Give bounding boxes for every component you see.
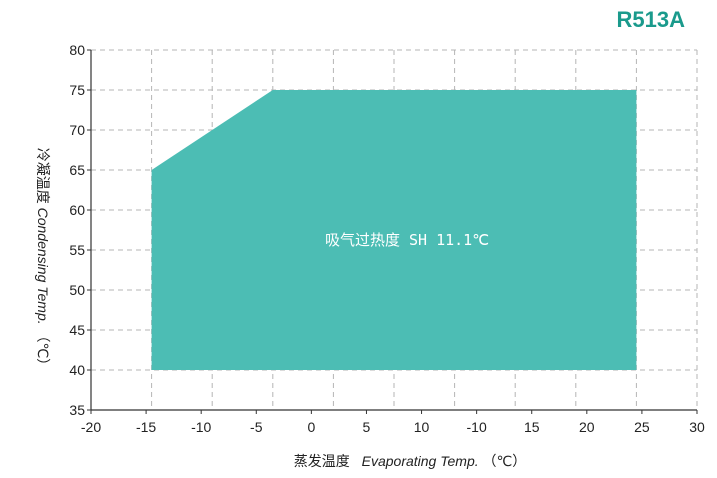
y-tick-label: 75: [69, 82, 85, 98]
x-axis-title-cn: 蒸发温度: [294, 453, 350, 469]
y-tick-label: 70: [69, 122, 85, 138]
x-tick-label: 15: [524, 419, 540, 435]
y-axis-title-cn: 冷凝温度: [35, 148, 51, 204]
y-axis-title-en: Condensing Temp.: [35, 208, 51, 325]
x-tick-label: -10: [467, 419, 487, 435]
x-tick-label: 10: [414, 419, 430, 435]
x-tick-labels: -20 -15 -10 -5 0 5 10 -10 15 20 25 30: [81, 410, 705, 435]
y-axis-title-unit: （℃）: [35, 329, 51, 373]
y-tick-label: 50: [69, 282, 85, 298]
x-tick-label: 5: [363, 419, 371, 435]
y-tick-label: 45: [69, 322, 85, 338]
x-tick-label: -15: [136, 419, 156, 435]
axes: [90, 50, 697, 411]
x-tick-label: 0: [307, 419, 315, 435]
x-tick-label: 30: [689, 419, 705, 435]
x-axis-title-unit: （℃）: [483, 453, 527, 469]
x-tick-label: 20: [579, 419, 595, 435]
x-tick-label: 25: [634, 419, 650, 435]
x-axis-title-en: Evaporating Temp.: [362, 453, 479, 469]
y-axis-title: 冷凝温度 Condensing Temp. （℃）: [35, 148, 51, 373]
envelope-layer: [151, 90, 637, 370]
y-tick-label: 55: [69, 242, 85, 258]
x-tick-label: -5: [250, 419, 263, 435]
y-tick-labels: 35 40 45 50 55 60 65 70 75 80: [69, 42, 91, 418]
refrigerant-title: R513A: [617, 7, 686, 32]
x-tick-label: -10: [191, 419, 211, 435]
y-tick-label: 40: [69, 362, 85, 378]
x-axis-title: 蒸发温度 Evaporating Temp. （℃）: [294, 453, 527, 469]
y-tick-label: 60: [69, 202, 85, 218]
operating-envelope-area: [151, 90, 637, 370]
x-tick-label: -20: [81, 419, 101, 435]
y-tick-label: 35: [69, 402, 85, 418]
superheat-annotation: 吸气过热度 SH 11.1℃: [325, 231, 489, 249]
y-tick-label: 80: [69, 42, 85, 58]
y-tick-label: 65: [69, 162, 85, 178]
